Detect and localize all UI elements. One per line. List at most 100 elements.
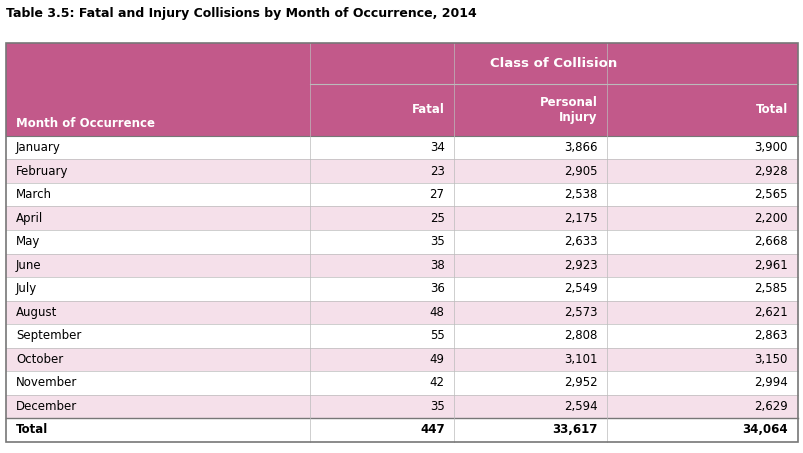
Text: 34: 34 — [429, 141, 444, 154]
Bar — [606, 183, 797, 207]
Bar — [6, 136, 309, 159]
Bar — [454, 136, 606, 159]
Text: Table 3.5: Fatal and Injury Collisions by Month of Occurrence, 2014: Table 3.5: Fatal and Injury Collisions b… — [6, 7, 477, 20]
Text: 2,538: 2,538 — [563, 188, 597, 201]
Text: 3,101: 3,101 — [563, 353, 597, 366]
Text: 48: 48 — [429, 306, 444, 319]
Bar — [6, 230, 309, 254]
Bar — [454, 84, 606, 136]
Text: 2,905: 2,905 — [563, 165, 597, 178]
Bar — [606, 277, 797, 300]
Text: 49: 49 — [429, 353, 444, 366]
Bar — [606, 84, 797, 136]
Text: 2,633: 2,633 — [563, 235, 597, 248]
Text: Total: Total — [755, 103, 787, 116]
Bar — [454, 230, 606, 254]
Bar — [454, 183, 606, 207]
Text: 38: 38 — [430, 259, 444, 272]
Bar — [6, 207, 309, 230]
Bar — [606, 324, 797, 347]
Bar — [6, 43, 797, 442]
Bar — [454, 254, 606, 277]
Bar — [454, 371, 606, 395]
Text: Month of Occurrence: Month of Occurrence — [16, 117, 155, 130]
Bar — [606, 254, 797, 277]
Bar — [6, 324, 309, 347]
Text: 2,200: 2,200 — [753, 212, 787, 225]
Bar — [6, 371, 309, 395]
Text: 2,928: 2,928 — [753, 165, 787, 178]
Text: February: February — [16, 165, 68, 178]
Bar — [6, 277, 309, 300]
Text: 2,808: 2,808 — [563, 329, 597, 342]
Bar — [309, 43, 797, 84]
Text: Class of Collision: Class of Collision — [489, 57, 617, 70]
Text: 2,668: 2,668 — [753, 235, 787, 248]
Bar — [606, 159, 797, 183]
Bar — [309, 230, 454, 254]
Bar — [606, 207, 797, 230]
Text: 2,549: 2,549 — [563, 282, 597, 295]
Bar — [309, 395, 454, 418]
Text: 447: 447 — [419, 424, 444, 436]
Text: November: November — [16, 376, 77, 390]
Text: December: December — [16, 400, 77, 413]
Bar — [454, 300, 606, 324]
Bar — [6, 159, 309, 183]
Bar — [309, 136, 454, 159]
Bar — [606, 300, 797, 324]
Text: August: August — [16, 306, 57, 319]
Text: 33,617: 33,617 — [552, 424, 597, 436]
Bar — [6, 254, 309, 277]
Bar — [309, 183, 454, 207]
Bar — [6, 300, 309, 324]
Bar — [454, 159, 606, 183]
Bar — [454, 207, 606, 230]
Text: 2,923: 2,923 — [563, 259, 597, 272]
Text: 2,573: 2,573 — [563, 306, 597, 319]
Text: 35: 35 — [430, 400, 444, 413]
Bar — [309, 84, 454, 136]
Text: Fatal: Fatal — [411, 103, 444, 116]
Text: July: July — [16, 282, 37, 295]
Text: 3,150: 3,150 — [753, 353, 787, 366]
Text: Personal
Injury: Personal Injury — [539, 96, 597, 124]
Text: 2,565: 2,565 — [753, 188, 787, 201]
Bar — [606, 418, 797, 442]
Bar — [454, 418, 606, 442]
Bar — [6, 418, 309, 442]
Text: April: April — [16, 212, 43, 225]
Text: 23: 23 — [429, 165, 444, 178]
Bar — [606, 395, 797, 418]
Bar — [6, 183, 309, 207]
Text: June: June — [16, 259, 42, 272]
Text: 2,952: 2,952 — [563, 376, 597, 390]
Bar — [454, 277, 606, 300]
Text: January: January — [16, 141, 61, 154]
Text: 27: 27 — [429, 188, 444, 201]
Bar — [6, 43, 309, 136]
Bar — [309, 254, 454, 277]
Text: September: September — [16, 329, 81, 342]
Bar — [606, 136, 797, 159]
Bar — [309, 300, 454, 324]
Bar — [6, 395, 309, 418]
Text: May: May — [16, 235, 40, 248]
Text: 2,585: 2,585 — [753, 282, 787, 295]
Text: 3,866: 3,866 — [563, 141, 597, 154]
Bar — [309, 324, 454, 347]
Bar — [606, 371, 797, 395]
Text: 2,621: 2,621 — [753, 306, 787, 319]
Text: 2,994: 2,994 — [753, 376, 787, 390]
Bar — [454, 395, 606, 418]
Bar — [309, 418, 454, 442]
Text: 2,629: 2,629 — [753, 400, 787, 413]
Text: March: March — [16, 188, 52, 201]
Text: October: October — [16, 353, 63, 366]
Bar — [6, 347, 309, 371]
Text: 25: 25 — [429, 212, 444, 225]
Bar — [309, 371, 454, 395]
Bar — [309, 347, 454, 371]
Text: 2,863: 2,863 — [753, 329, 787, 342]
Bar — [309, 207, 454, 230]
